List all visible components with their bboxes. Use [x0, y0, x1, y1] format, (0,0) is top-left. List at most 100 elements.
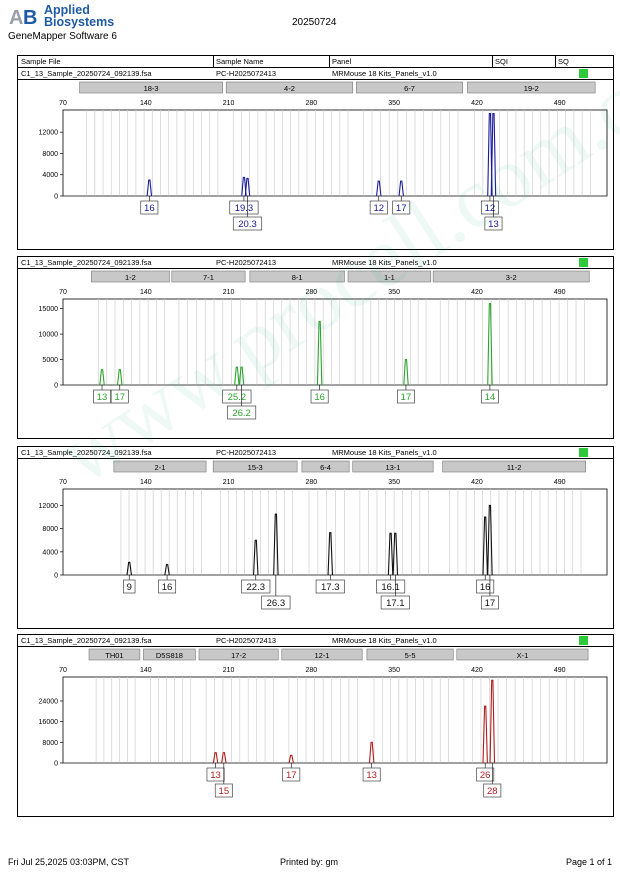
allele-label-box[interactable] [362, 767, 381, 782]
allele-label-box[interactable] [214, 783, 233, 798]
allele-label-box[interactable] [282, 767, 301, 782]
panel-name: MRMouse 18 Kits_Panels_v1.0 [332, 258, 437, 267]
x-tick-label: 280 [306, 289, 318, 296]
marker-label: 17-2 [231, 651, 246, 660]
allele-label-box[interactable] [483, 783, 502, 798]
peak [403, 358, 409, 386]
allele-label-box[interactable] [480, 389, 499, 404]
marker-bin-17-2[interactable] [198, 648, 279, 661]
x-tick-label: 280 [306, 667, 318, 674]
x-tick-label: 490 [554, 479, 566, 486]
allele-label-box[interactable] [241, 579, 271, 594]
brand-line-1: Applied [44, 3, 90, 17]
allele-label-box[interactable] [110, 389, 129, 404]
peak [99, 369, 105, 386]
allele-call-label: 12 [485, 203, 496, 214]
marker-bin-8-1[interactable] [249, 270, 345, 283]
sample-name: PC-H2025072413 [216, 448, 277, 457]
marker-bin-X-1[interactable] [456, 648, 589, 661]
marker-bin-1-2[interactable] [91, 270, 170, 283]
x-tick-label: 140 [140, 479, 152, 486]
allele-label-box[interactable] [229, 200, 259, 215]
allele-label-box[interactable] [392, 200, 411, 215]
x-tick-label: 420 [471, 100, 483, 107]
marker-bin-6-4[interactable] [301, 460, 350, 473]
marker-bin-D5S818[interactable] [143, 648, 196, 661]
peak [487, 113, 493, 197]
allele-label-box[interactable] [158, 579, 177, 594]
y-tick-label: 8000 [42, 151, 58, 158]
marker-bin-7-1[interactable] [171, 270, 246, 283]
allele-label-box[interactable] [376, 579, 406, 594]
sq-status-indicator [579, 69, 588, 78]
x-tick-label: 70 [59, 289, 67, 296]
marker-bin-1-1[interactable] [347, 270, 432, 283]
marker-bin-2-1[interactable] [113, 460, 207, 473]
marker-label: 5-5 [405, 651, 416, 660]
marker-bin-3-2[interactable] [432, 270, 590, 283]
peak [482, 516, 488, 576]
allele-label-box[interactable] [380, 595, 410, 610]
peak [241, 176, 247, 197]
y-tick-label: 4000 [42, 549, 58, 556]
allele-label-box[interactable] [480, 200, 499, 215]
allele-label-box[interactable] [310, 389, 329, 404]
marker-bin-6-7[interactable] [355, 81, 464, 94]
y-tick-label: 0 [54, 383, 58, 390]
allele-label-box[interactable] [222, 389, 252, 404]
y-tick-label: 24000 [39, 698, 59, 705]
marker-bin-5-5[interactable] [366, 648, 454, 661]
marker-label: 2-1 [155, 463, 166, 472]
x-tick-label: 350 [388, 479, 400, 486]
y-tick-label: 0 [54, 573, 58, 580]
peak [392, 532, 399, 576]
panel-name: MRMouse 18 Kits_Panels_v1.0 [332, 69, 437, 78]
allele-label-box[interactable] [123, 579, 136, 594]
marker-bin-19-2[interactable] [467, 81, 596, 94]
marker-label: TH01 [105, 651, 123, 660]
sample-file: C1_13_Sample_20250724_092139.fsa [21, 69, 152, 78]
x-tick-label: 210 [223, 479, 235, 486]
marker-bin-12-1[interactable] [281, 648, 363, 661]
allele-label-box[interactable] [476, 579, 495, 594]
marker-bin-13-1[interactable] [352, 460, 434, 473]
allele-label-box[interactable] [206, 767, 225, 782]
applied-biosystems-logo-icon: A B [8, 6, 42, 28]
brand-name: Applied Biosystems [44, 3, 114, 29]
allele-label-box[interactable] [476, 767, 495, 782]
sample-file: C1_13_Sample_20250724_092139.fsa [21, 448, 152, 457]
x-tick-label: 70 [59, 479, 67, 486]
peak [244, 177, 251, 197]
allele-call-label: 13 [366, 770, 377, 781]
allele-call-label: 17 [485, 598, 496, 609]
allele-label-box[interactable] [140, 200, 159, 215]
allele-call-label: 17 [286, 770, 297, 781]
marker-bin-18-3[interactable] [79, 81, 223, 94]
x-tick-label: 420 [471, 289, 483, 296]
marker-bin-4-2[interactable] [225, 81, 354, 94]
allele-call-label: 13 [210, 770, 221, 781]
allele-label-box[interactable] [227, 405, 257, 420]
allele-label-box[interactable] [480, 595, 499, 610]
peak [487, 302, 493, 386]
allele-label-box[interactable] [261, 595, 291, 610]
marker-bin-TH01[interactable] [88, 648, 141, 661]
y-tick-label: 12000 [39, 130, 59, 137]
allele-label-box[interactable] [232, 216, 263, 231]
allele-label-box[interactable] [484, 216, 503, 231]
sample-name: PC-H2025072413 [216, 258, 277, 267]
panel-name: MRMouse 18 Kits_Panels_v1.0 [332, 448, 437, 457]
peak [164, 564, 170, 576]
electropherogram-panel: C1_13_Sample_20250724_092139.fsa PC-H2025… [17, 67, 614, 250]
allele-label-box[interactable] [397, 389, 415, 404]
allele-label-box[interactable] [93, 389, 111, 404]
sample-file: C1_13_Sample_20250724_092139.fsa [21, 636, 152, 645]
allele-label-box[interactable] [315, 579, 345, 594]
marker-bin-15-3[interactable] [212, 460, 298, 473]
marker-label: 19-2 [524, 84, 539, 93]
panel-info-row: C1_13_Sample_20250724_092139.fsa PC-H2025… [18, 257, 613, 269]
allele-label-box[interactable] [369, 200, 388, 215]
marker-bin-11-2[interactable] [442, 460, 587, 473]
plot-area [62, 488, 608, 576]
y-tick-label: 15000 [39, 306, 59, 313]
